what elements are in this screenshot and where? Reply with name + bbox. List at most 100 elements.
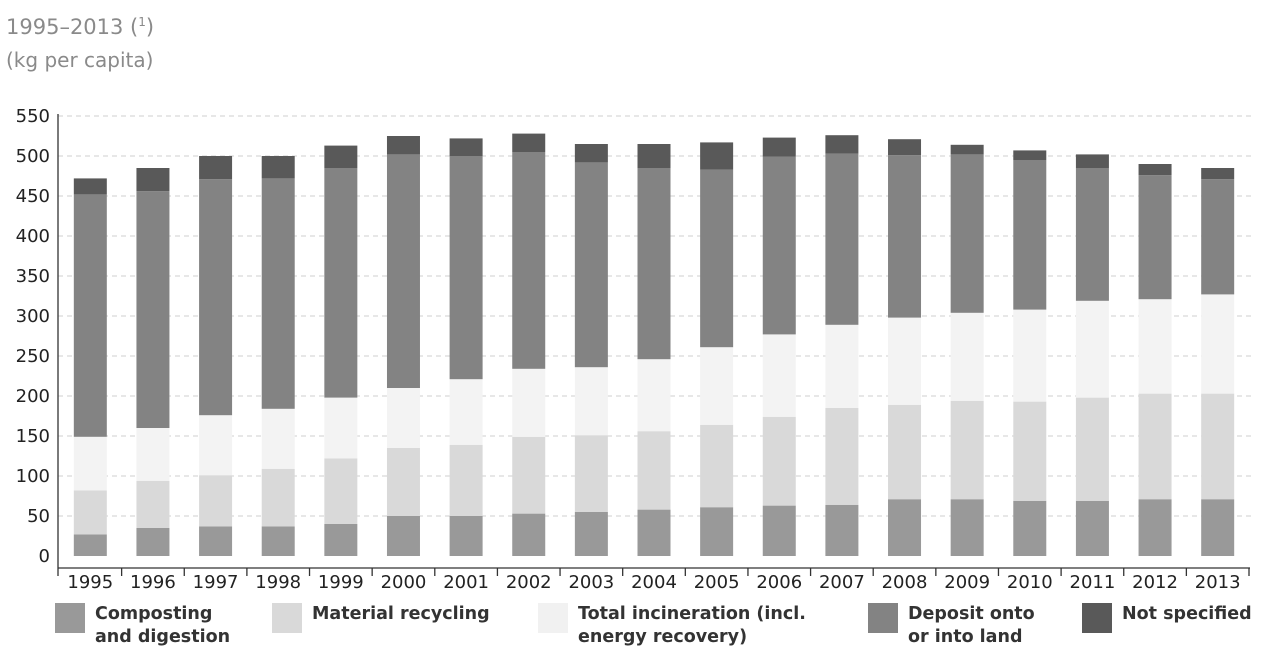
x-tick-label: 2001	[443, 572, 489, 593]
bar-segment	[1201, 294, 1235, 394]
bar-segment	[136, 168, 170, 192]
bar-segment	[825, 408, 859, 505]
x-tick-label: 2010	[1007, 572, 1053, 593]
bar-segment	[512, 152, 546, 369]
bar-segment	[574, 162, 608, 368]
bar-segment	[574, 144, 608, 163]
chart-title-text: 1995–2013 (	[6, 15, 139, 39]
bar-segment	[512, 436, 546, 514]
x-tick-label: 2006	[756, 572, 802, 593]
bar-segment	[1075, 168, 1109, 301]
legend-swatch	[1082, 603, 1112, 633]
bar-segment	[1075, 154, 1109, 168]
bar-segment	[1013, 160, 1047, 310]
y-tick-label: 200	[16, 386, 50, 407]
bar-segment	[637, 168, 671, 360]
legend-item: Total incineration (incl. energy recover…	[538, 603, 806, 649]
bar-segment	[512, 513, 546, 556]
bar-segment	[1138, 299, 1172, 394]
bar-segment	[199, 179, 233, 416]
bar-segment	[449, 156, 483, 380]
bar-segment	[1201, 168, 1235, 180]
y-tick-label: 400	[16, 226, 50, 247]
bar-segment	[1201, 179, 1235, 295]
chart-title: 1995–2013 (1)	[6, 8, 154, 41]
bar-segment	[386, 388, 420, 448]
bar-segment	[1013, 401, 1047, 501]
x-tick-label: 2011	[1070, 572, 1116, 593]
bar-segment	[136, 428, 170, 481]
y-tick-label: 250	[16, 346, 50, 367]
bar-segment	[762, 334, 796, 417]
bar-segment	[1075, 500, 1109, 556]
bar-segment	[324, 397, 358, 459]
x-tick-label: 1998	[255, 572, 301, 593]
x-tick-label: 2008	[882, 572, 928, 593]
y-tick-label: 50	[27, 506, 50, 527]
legend-label: Composting and digestion	[95, 604, 231, 647]
legend-item: Not specified	[1082, 603, 1252, 633]
x-tick-label: 1997	[193, 572, 239, 593]
bar-segment	[950, 144, 984, 155]
bar-segment	[1138, 499, 1172, 556]
bar-segment	[574, 435, 608, 512]
x-tick-label: 2013	[1195, 572, 1241, 593]
bar-segment	[261, 468, 295, 527]
bar-segment	[574, 367, 608, 436]
bar-segment	[1013, 500, 1047, 556]
bar-segment	[386, 154, 420, 388]
bar-segment	[199, 475, 233, 527]
x-tick-label: 2009	[944, 572, 990, 593]
bar-segment	[888, 155, 922, 318]
bar-segment	[73, 178, 107, 195]
bar-segment	[449, 516, 483, 556]
legend-label: Material recycling	[312, 604, 490, 624]
bar-segment	[637, 359, 671, 432]
bar-segment	[700, 347, 734, 425]
bar-segment	[386, 448, 420, 516]
legend-item: Material recycling	[272, 603, 490, 633]
y-tick-label: 450	[16, 186, 50, 207]
bar-segment	[762, 137, 796, 157]
y-tick-label: 550	[16, 106, 50, 127]
bar-segment	[825, 153, 859, 325]
bar-segment	[73, 194, 107, 437]
bar-segment	[512, 368, 546, 437]
x-tick-label: 2002	[506, 572, 552, 593]
chart-legend: Composting and digestion Material recycli…	[0, 603, 1281, 660]
bar-segment	[700, 142, 734, 170]
y-tick-label: 350	[16, 266, 50, 287]
bar-segment	[73, 490, 107, 535]
bar-segment	[136, 528, 170, 556]
bar-segment	[1201, 393, 1235, 500]
bar-segment	[449, 444, 483, 516]
bar-segment	[386, 516, 420, 556]
bar-segment	[1075, 300, 1109, 398]
bar-segment	[136, 191, 170, 428]
bar-segment	[637, 509, 671, 556]
x-tick-label: 2005	[694, 572, 740, 593]
x-tick-label: 1996	[130, 572, 176, 593]
bar-segment	[762, 505, 796, 556]
bar-segment	[700, 424, 734, 508]
bar-segment	[73, 436, 107, 491]
stacked-bar-chart: 0 50 100 150 200 250 300 350 400 450 500 550 1995 199…	[16, 106, 1252, 593]
bar-segment	[637, 431, 671, 510]
legend-item: Deposit onto or into land	[868, 603, 1035, 649]
chart-title-end: )	[145, 15, 155, 39]
bar-segment	[762, 416, 796, 506]
bar-segment	[637, 144, 671, 168]
x-tick-label: 2003	[568, 572, 614, 593]
bar-segment	[1201, 499, 1235, 556]
x-tick-label: 2007	[819, 572, 865, 593]
bar-segment	[261, 408, 295, 469]
bar-segment	[825, 504, 859, 556]
bar-segment	[888, 404, 922, 500]
bar-segment	[1075, 397, 1109, 501]
y-tick-label: 300	[16, 306, 50, 327]
y-tick-label: 0	[39, 546, 50, 567]
chart-subtitle: (kg per capita)	[6, 48, 154, 72]
bar-segment	[888, 499, 922, 556]
bar-segment	[449, 138, 483, 156]
bar-segment	[1013, 309, 1047, 402]
